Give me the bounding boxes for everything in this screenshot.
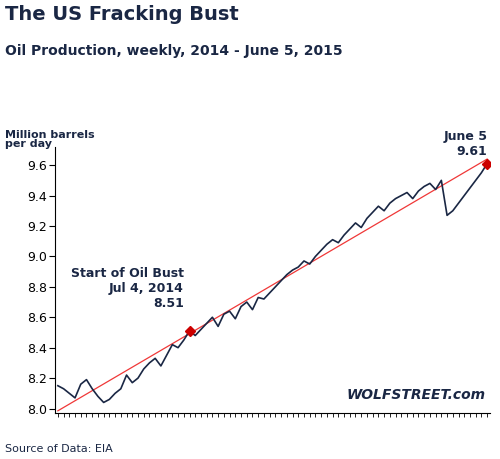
Text: The US Fracking Bust: The US Fracking Bust: [5, 5, 239, 23]
Text: Oil Production, weekly, 2014 - June 5, 2015: Oil Production, weekly, 2014 - June 5, 2…: [5, 44, 342, 58]
Text: Million barrels: Million barrels: [5, 130, 94, 140]
Text: June 5
9.61: June 5 9.61: [443, 129, 487, 157]
Text: per day: per day: [5, 139, 52, 149]
Text: Start of Oil Bust
Jul 4, 2014
8.51: Start of Oil Bust Jul 4, 2014 8.51: [71, 267, 184, 310]
Text: WOLFSTREET.com: WOLFSTREET.com: [346, 388, 486, 403]
Text: Source of Data: EIA: Source of Data: EIA: [5, 444, 113, 454]
